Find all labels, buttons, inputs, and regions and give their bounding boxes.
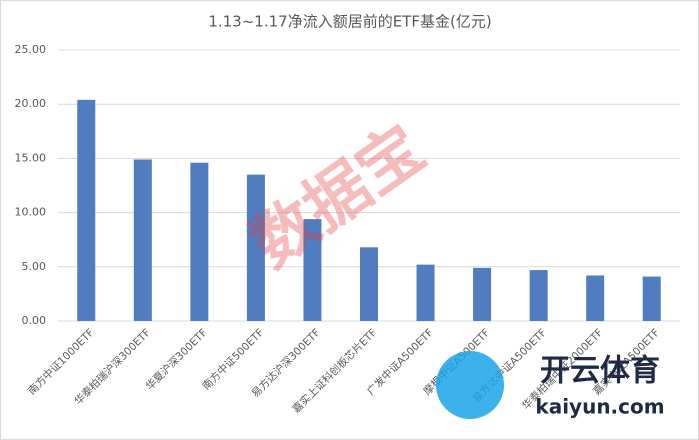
bar	[360, 247, 378, 321]
bar	[529, 270, 548, 321]
bar	[586, 275, 605, 321]
bar	[133, 159, 152, 321]
bar	[246, 174, 265, 321]
chart-title: 1.13~1.17净流入额居前的ETF基金(亿元)	[208, 13, 491, 31]
bar	[642, 276, 661, 321]
bar	[77, 99, 96, 321]
y-tick-label: 15.00	[15, 151, 47, 164]
logo: 开云体育 kaiyun.com	[436, 351, 665, 419]
y-tick-label: 20.00	[15, 97, 47, 110]
y-tick-label: 5.00	[22, 260, 47, 273]
logo-text: 开云体育	[540, 354, 660, 389]
bar	[473, 267, 492, 321]
y-tick-label: 0.00	[22, 314, 47, 327]
bar	[416, 264, 435, 321]
y-tick-label: 10.00	[15, 206, 47, 219]
bar	[190, 162, 209, 321]
bar	[303, 219, 322, 321]
logo-icon	[436, 351, 504, 419]
y-tick-label: 25.00	[15, 43, 47, 56]
logo-url: kaiyun.com	[535, 395, 664, 419]
